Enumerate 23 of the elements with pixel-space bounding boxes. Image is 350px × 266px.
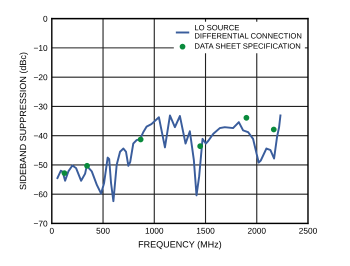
y-tick-label: −50 <box>34 162 48 168</box>
x-tick-label: 500 <box>96 228 110 234</box>
line-series <box>56 114 282 202</box>
point <box>138 136 144 142</box>
x-tick-label: 1500 <box>196 228 214 234</box>
x-tick-label: 2000 <box>248 228 266 234</box>
x-tick-label: 0 <box>50 228 54 234</box>
x-tick-label: 2500 <box>299 228 317 234</box>
x-axis-title: FREQUENCY (MHz) <box>138 240 222 250</box>
point <box>197 143 204 150</box>
x-tick-label: 1000 <box>146 228 164 234</box>
y-tick-label: −60 <box>34 191 48 198</box>
point <box>270 126 277 132</box>
point <box>244 114 250 121</box>
y-tick-label: −30 <box>34 104 48 110</box>
point <box>62 170 68 176</box>
y-axis-title: SIDEBAND SUPPRESSION (dBc) <box>20 52 28 190</box>
point <box>84 162 90 169</box>
y-tick-label: 0 <box>43 16 48 22</box>
y-tick-label: −40 <box>34 132 48 139</box>
y-tick-label: −20 <box>34 74 48 80</box>
y-tick-label: −70 <box>34 220 48 227</box>
y-tick-label: −10 <box>34 45 48 51</box>
